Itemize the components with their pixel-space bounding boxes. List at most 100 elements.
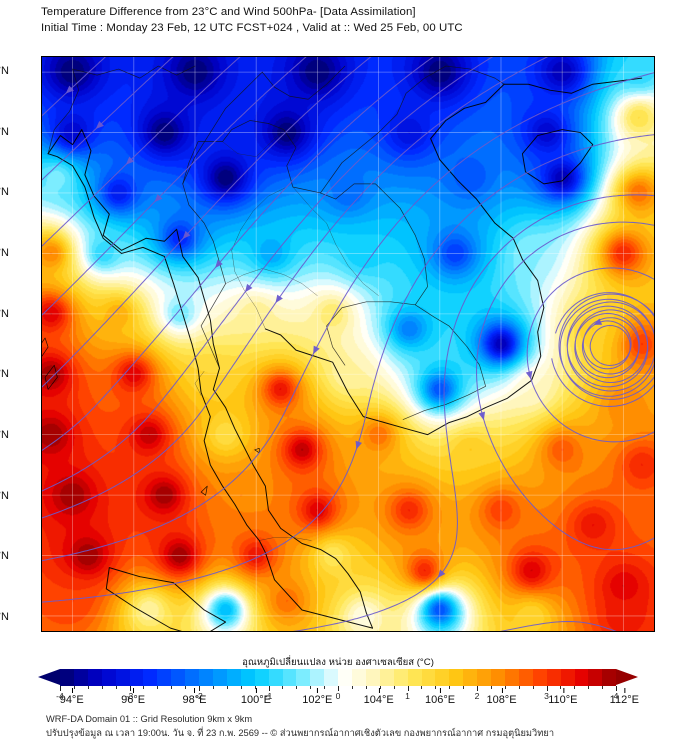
temperature-anomaly-field [42, 57, 654, 631]
colorbar-segment [393, 669, 408, 686]
xtick-mark [440, 688, 442, 693]
colorbar-minor-tick [435, 686, 437, 689]
xtick-mark [562, 688, 564, 693]
colorbar-minor-tick [310, 686, 312, 689]
colorbar-segment [87, 669, 102, 686]
colorbar-segment [60, 669, 74, 686]
colorbar-minor-tick [171, 686, 173, 689]
colorbar-label: อุณหภูมิเปลี่ยนแปลง หน่วย องศาเซลเซียส (… [242, 657, 434, 668]
colorbar-minor-tick [449, 686, 451, 689]
xtick-mark [133, 688, 135, 693]
colorbar-segment [268, 669, 283, 686]
colorbar-segment [324, 669, 339, 686]
colorbar-major-tick [338, 686, 339, 691]
colorbar-segment [199, 669, 213, 686]
map-axes [41, 56, 655, 632]
footer-line-2: ปรับปรุงข้อมูล ณ เวลา 19:00น. วัน จ. ที่… [46, 728, 555, 738]
colorbar-minor-tick [518, 686, 520, 689]
colorbar-segment [157, 669, 172, 686]
ytick-label: 22°N [0, 65, 9, 78]
colorbar-minor-tick [379, 686, 381, 689]
colorbar-segment [588, 669, 603, 686]
colorbar-segment [226, 669, 241, 686]
colorbar-tick-label: -4 [56, 691, 64, 701]
chart-title-block: Temperature Difference from 23°C and Win… [41, 5, 641, 36]
colorbar-major-tick [546, 686, 548, 691]
xtick-mark [501, 688, 503, 693]
colorbar-minor-tick [490, 686, 492, 689]
colorbar-segment [171, 669, 186, 686]
colorbar-segment [421, 669, 436, 686]
colorbar-major-tick [129, 686, 131, 691]
ytick-label: 6°N [0, 550, 9, 563]
colorbar-minor-tick [87, 686, 89, 689]
colorbar-tick-label: 4 [613, 691, 619, 701]
colorbar-segment [254, 669, 269, 686]
colorbar-segment [449, 669, 464, 686]
colorbar-segment [407, 669, 422, 686]
colorbar-minor-tick [393, 686, 395, 689]
colorbar-major-tick [616, 686, 617, 691]
xtick-label: 112°E [610, 688, 639, 706]
colorbar-segments [60, 669, 617, 686]
colorbar-segment [296, 669, 311, 686]
xtick-label: 96°E [121, 688, 145, 706]
colorbar-minor-tick [463, 686, 465, 689]
colorbar-minor-tick [226, 686, 228, 689]
colorbar-segment [532, 669, 547, 686]
colorbar-minor-tick [185, 686, 187, 689]
xtick-label: 100°E [241, 688, 271, 706]
map-figure: 4°N 6°N 8°N 10°N 12°N 14°N 16°N 18°N 20°N 22°N 94… [0, 56, 655, 706]
colorbar-segment [477, 669, 492, 686]
colorbar-under-arrow [38, 669, 60, 685]
footer-block: WRF-DA Domain 01 :: Grid Resolution 9km … [46, 712, 656, 740]
ytick-label: 16°N [0, 247, 9, 260]
colorbar-minor-tick [101, 686, 103, 689]
colorbar-minor-tick [212, 686, 214, 689]
ytick-label: 10°N [0, 428, 9, 441]
colorbar-over-arrow [616, 669, 638, 685]
colorbar-segment [338, 669, 353, 686]
xtick-label: 106°E [425, 688, 455, 706]
colorbar-segment [143, 669, 158, 686]
xtick-mark [624, 688, 626, 693]
colorbar-segment [435, 669, 450, 686]
xtick-mark [317, 688, 319, 693]
ytick-label: 4°N [0, 610, 9, 623]
xtick-mark [71, 688, 73, 693]
colorbar-segment [518, 669, 533, 686]
ytick-label: 12°N [0, 368, 9, 381]
colorbar-tick-label: 0 [335, 691, 341, 701]
colorbar-minor-tick [504, 686, 506, 689]
colorbar-minor-tick [574, 686, 576, 689]
colorbar-segment [115, 669, 130, 686]
ytick-label: 18°N [0, 186, 9, 199]
colorbar-segment [310, 669, 325, 686]
colorbar-minor-tick [532, 686, 534, 689]
colorbar-major-tick [268, 686, 270, 691]
colorbar-minor-tick [157, 686, 159, 689]
xtick-label: 108°E [486, 688, 517, 706]
footer-line-1: WRF-DA Domain 01 :: Grid Resolution 9km … [46, 714, 253, 724]
colorbar-minor-tick [282, 686, 284, 689]
colorbar-minor-tick [602, 686, 604, 689]
colorbar-tick-label: 2 [474, 691, 480, 701]
xtick-label: 102°E [302, 688, 332, 706]
colorbar-tick-label: 3 [544, 691, 549, 701]
xtick-mark [194, 688, 196, 693]
colorbar-strip: -4 -3 -2 -1 0 1 2 3 4 [38, 669, 638, 701]
colorbar-segment [73, 669, 88, 686]
colorbar-segment [379, 669, 394, 686]
ytick-label: 14°N [0, 307, 9, 320]
colorbar-minor-tick [365, 686, 367, 689]
colorbar-segment [365, 669, 380, 686]
colorbar-minor-tick [254, 686, 256, 689]
colorbar-major-tick [477, 686, 478, 691]
colorbar-segment [602, 669, 617, 686]
colorbar-segment [505, 669, 519, 686]
colorbar-tick-label: -3 [125, 691, 134, 701]
xtick-label: 98°E [183, 688, 206, 706]
colorbar-minor-tick [351, 686, 353, 689]
colorbar-minor-tick [73, 686, 75, 689]
colorbar: อุณหภูมิเปลี่ยนแปลง หน่วย องศาเซลเซียส (… [0, 655, 676, 703]
